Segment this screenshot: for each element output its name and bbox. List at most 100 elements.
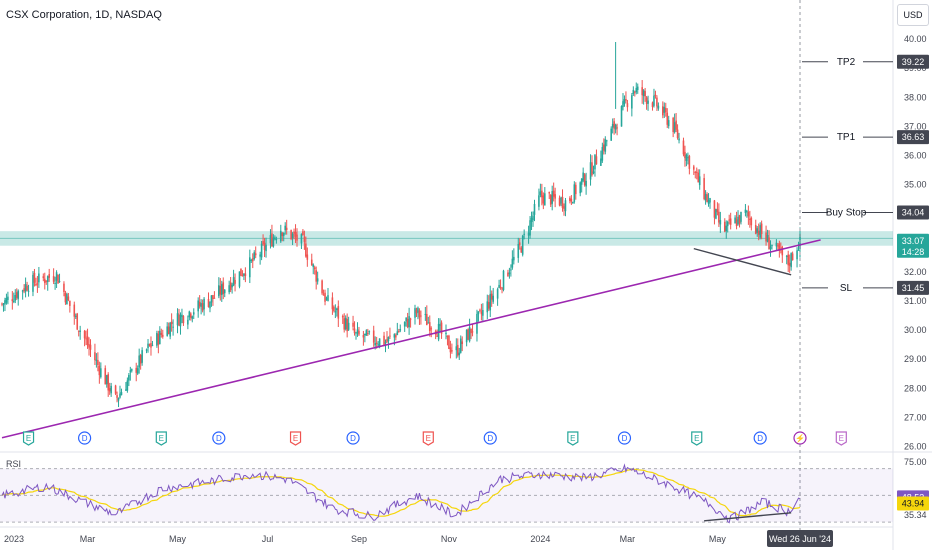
level-price-text: 39.22 [902,57,925,67]
candle-body [1,303,3,305]
event-marker-shape [691,431,703,446]
candle-body [117,397,120,401]
candle-body [551,191,553,204]
candle-body [687,157,689,159]
candle-body [769,246,772,250]
candle-body [343,318,346,330]
candle-body [775,242,778,247]
candle-body [220,284,223,296]
candle-body [148,344,151,346]
candle-body [310,259,313,266]
candle-body [610,128,612,141]
candle-body [455,346,458,351]
candle-body [85,338,87,340]
time-tick-label: May [709,534,727,544]
candle-body [777,245,779,247]
candle-body [765,232,767,242]
candle-body [203,298,205,310]
candle-body [161,334,164,337]
candle-body [572,201,574,204]
candle-body [688,155,691,169]
candle-body [611,123,614,128]
candle-body [692,166,695,170]
candle-body [210,295,213,303]
candle-body [228,285,230,293]
candle-body [592,171,595,174]
level-price-tag [897,130,929,145]
candle-body [532,215,534,221]
candle-body [232,277,235,286]
candle-body [169,322,171,337]
candle-body [511,258,514,268]
candle-body [449,347,452,353]
trendline [1,239,821,439]
candle-body [73,304,76,317]
candle-body [673,122,676,133]
candle-body [207,299,210,308]
candle-body [212,295,214,300]
candle-body [591,162,593,175]
candle-body [695,171,698,173]
candle-body [45,280,48,282]
candle-body [738,215,741,224]
price-tick-label: 29.00 [904,354,927,364]
candle-body [279,230,282,242]
candle-body [585,180,587,187]
candle-body [746,210,748,212]
event-marker-text: D [757,434,763,443]
candle-body [269,235,272,244]
candle-body [160,332,163,335]
candle-body [94,352,96,361]
event-marker: E [22,431,35,446]
event-marker: D [753,431,767,445]
candle-body [105,375,108,385]
event-marker-shape [422,431,434,446]
candle-body [486,301,489,313]
candle-body [77,330,80,332]
candle-body [513,256,515,261]
candle-body [459,338,462,353]
candle-body [63,283,65,293]
candle-body [595,156,598,165]
candle-body [396,331,399,336]
currency-button[interactable]: USD [897,4,929,26]
candle-body [42,276,45,279]
candle-body [355,332,357,334]
rsi-pane-label: RSI [6,459,22,469]
level-label: SL [840,283,853,294]
candle-body [672,117,674,133]
candle-body [281,232,284,237]
candle-body [375,342,378,344]
event-marker-shape [793,431,807,445]
candle-body [386,339,388,343]
level-label: TP1 [837,132,856,143]
event-marker-shape [346,431,360,445]
candle-body [352,322,354,327]
event-marker-shape [78,431,92,445]
candle-body [574,184,577,195]
candle-body [362,335,365,338]
rsi-line [1,463,801,524]
candle-body [589,162,592,180]
level-label: TP2 [837,57,856,68]
rsi-tick-label: 35.34 [904,510,927,520]
candle-body [336,308,338,311]
candle-body [561,196,564,209]
event-marker-text: E [694,434,699,443]
candle-body [749,218,751,220]
candle-body [623,99,626,105]
candle-body [100,368,102,378]
candle-body [440,322,443,334]
candle-body [499,286,502,288]
event-marker-text: D [216,434,222,443]
candle-body [601,147,604,161]
level-price-text: 31.45 [902,283,925,293]
candle-body [387,336,390,342]
event-marker-text: ⚡ [795,433,805,443]
candle-body [579,182,582,194]
candle-body [89,344,92,350]
candle-body [327,295,329,301]
candle-body [325,298,328,300]
candle-body [626,103,629,108]
